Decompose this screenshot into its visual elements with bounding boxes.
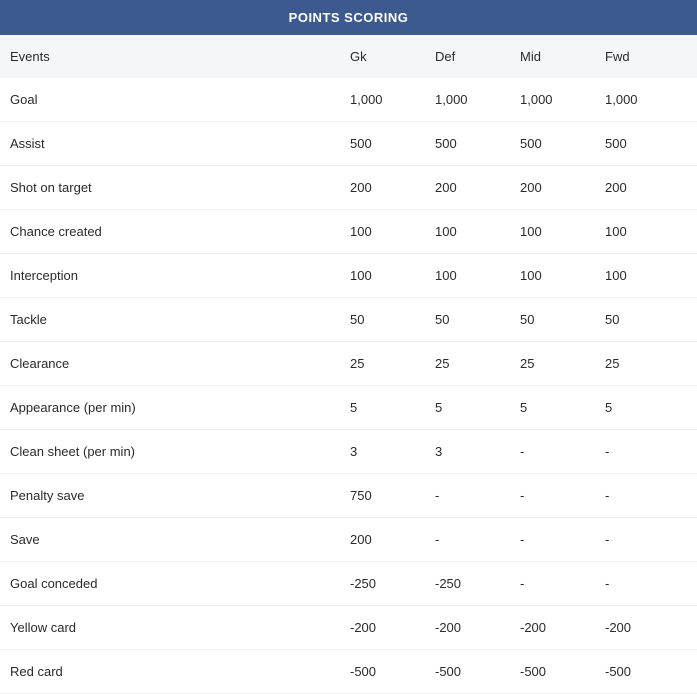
cell-mid: -500 [520, 664, 605, 679]
cell-def: 100 [435, 268, 520, 283]
cell-fwd: 100 [605, 224, 690, 239]
cell-mid: 50 [520, 312, 605, 327]
cell-mid: 25 [520, 356, 605, 371]
table-row: Chance created100100100100 [0, 210, 697, 254]
col-header-gk: Gk [350, 49, 435, 64]
table-row: Goal conceded-250-250-- [0, 562, 697, 606]
cell-def: -500 [435, 664, 520, 679]
cell-gk: 750 [350, 488, 435, 503]
cell-event: Red card [10, 664, 350, 679]
cell-fwd: 25 [605, 356, 690, 371]
table-row: Tackle50505050 [0, 298, 697, 342]
table-row: Save200--- [0, 518, 697, 562]
cell-gk: 5 [350, 400, 435, 415]
cell-mid: 1,000 [520, 92, 605, 107]
cell-gk: 25 [350, 356, 435, 371]
cell-fwd: - [605, 444, 690, 459]
cell-def: - [435, 532, 520, 547]
cell-mid: 100 [520, 224, 605, 239]
table-row: Clean sheet (per min)33-- [0, 430, 697, 474]
cell-event: Goal conceded [10, 576, 350, 591]
cell-gk: -500 [350, 664, 435, 679]
cell-mid: 5 [520, 400, 605, 415]
cell-gk: 200 [350, 532, 435, 547]
cell-event: Goal [10, 92, 350, 107]
cell-fwd: - [605, 576, 690, 591]
cell-event: Shot on target [10, 180, 350, 195]
table-row: Assist500500500500 [0, 122, 697, 166]
table-row: Goal1,0001,0001,0001,000 [0, 78, 697, 122]
table-row: Yellow card-200-200-200-200 [0, 606, 697, 650]
cell-gk: 50 [350, 312, 435, 327]
table-header-row: Events Gk Def Mid Fwd [0, 35, 697, 78]
cell-gk: 500 [350, 136, 435, 151]
table-row: Red card-500-500-500-500 [0, 650, 697, 694]
cell-event: Save [10, 532, 350, 547]
cell-fwd: 200 [605, 180, 690, 195]
cell-mid: - [520, 488, 605, 503]
cell-mid: 500 [520, 136, 605, 151]
cell-event: Clearance [10, 356, 350, 371]
table-row: Clearance25252525 [0, 342, 697, 386]
cell-gk: 100 [350, 268, 435, 283]
cell-def: 25 [435, 356, 520, 371]
points-scoring-table: POINTS SCORING Events Gk Def Mid Fwd Goa… [0, 0, 697, 694]
cell-def: 5 [435, 400, 520, 415]
cell-gk: 3 [350, 444, 435, 459]
table-row: Interception100100100100 [0, 254, 697, 298]
cell-fwd: -500 [605, 664, 690, 679]
cell-mid: 100 [520, 268, 605, 283]
cell-fwd: 5 [605, 400, 690, 415]
table-row: Appearance (per min)5555 [0, 386, 697, 430]
cell-gk: -250 [350, 576, 435, 591]
col-header-def: Def [435, 49, 520, 64]
cell-def: 1,000 [435, 92, 520, 107]
cell-event: Interception [10, 268, 350, 283]
cell-fwd: 1,000 [605, 92, 690, 107]
table-title: POINTS SCORING [0, 0, 697, 35]
cell-gk: 1,000 [350, 92, 435, 107]
cell-event: Tackle [10, 312, 350, 327]
cell-def: 3 [435, 444, 520, 459]
cell-mid: - [520, 444, 605, 459]
cell-event: Chance created [10, 224, 350, 239]
table-row: Penalty save750--- [0, 474, 697, 518]
cell-mid: 200 [520, 180, 605, 195]
cell-fwd: 500 [605, 136, 690, 151]
cell-mid: - [520, 532, 605, 547]
cell-mid: - [520, 576, 605, 591]
cell-event: Appearance (per min) [10, 400, 350, 415]
cell-gk: 200 [350, 180, 435, 195]
col-header-fwd: Fwd [605, 49, 690, 64]
cell-def: 200 [435, 180, 520, 195]
col-header-events: Events [10, 49, 350, 64]
cell-def: -250 [435, 576, 520, 591]
table-body: Goal1,0001,0001,0001,000Assist5005005005… [0, 78, 697, 694]
cell-gk: 100 [350, 224, 435, 239]
cell-event: Assist [10, 136, 350, 151]
cell-event: Clean sheet (per min) [10, 444, 350, 459]
cell-fwd: - [605, 488, 690, 503]
col-header-mid: Mid [520, 49, 605, 64]
cell-event: Penalty save [10, 488, 350, 503]
cell-fwd: 100 [605, 268, 690, 283]
cell-def: 100 [435, 224, 520, 239]
cell-def: 50 [435, 312, 520, 327]
cell-fwd: 50 [605, 312, 690, 327]
cell-def: 500 [435, 136, 520, 151]
cell-fwd: - [605, 532, 690, 547]
cell-def: - [435, 488, 520, 503]
table-row: Shot on target200200200200 [0, 166, 697, 210]
